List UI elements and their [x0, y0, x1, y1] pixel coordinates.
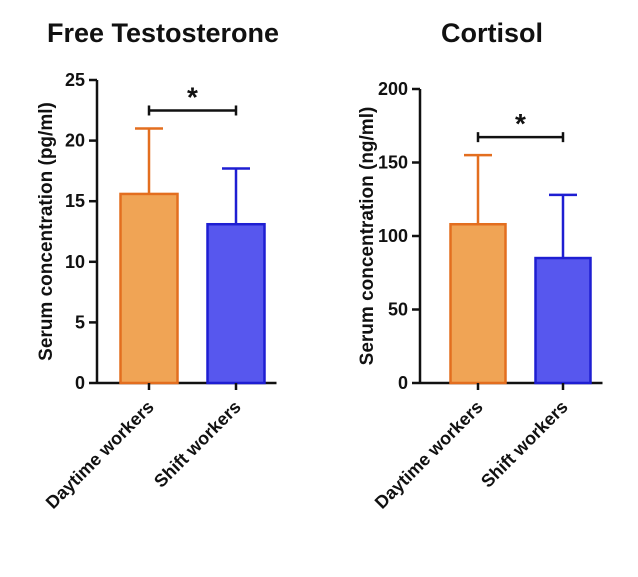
y-tick-label: 100	[378, 226, 408, 246]
y-axis-label: Serum concentration (pg/ml)	[36, 102, 57, 361]
bar	[206, 222, 266, 385]
chart-panel-1: Cortisol Serum concentration (ng/ml) 0 50 10…	[357, 18, 603, 513]
bar	[534, 256, 592, 385]
y-tick-label: 20	[65, 131, 85, 151]
chart-panel-0: Free Testosterone Serum concentration (pg…	[36, 18, 279, 513]
y-tick-label: 200	[378, 79, 408, 99]
category-label: Daytime workers	[371, 397, 487, 513]
category-label: Shift workers	[477, 397, 572, 492]
bar	[119, 192, 179, 385]
y-tick-label: 10	[65, 252, 85, 272]
y-axis-label: Serum concentration (ng/ml)	[357, 107, 378, 366]
y-tick-label: 5	[75, 312, 85, 332]
category-label: Shift workers	[150, 397, 245, 492]
y-tick-label: 25	[65, 70, 85, 90]
y-tick-label: 150	[378, 153, 408, 173]
y-tick-label: 0	[75, 373, 85, 393]
y-tick-label: 0	[398, 373, 408, 393]
significance-label: *	[187, 81, 198, 112]
significance-label: *	[515, 108, 526, 139]
chart-title: Cortisol	[441, 18, 543, 48]
bar	[449, 222, 507, 385]
y-tick-label: 50	[388, 300, 408, 320]
y-tick-label: 15	[65, 191, 85, 211]
category-label: Daytime workers	[42, 397, 158, 513]
chart-title: Free Testosterone	[47, 18, 279, 48]
